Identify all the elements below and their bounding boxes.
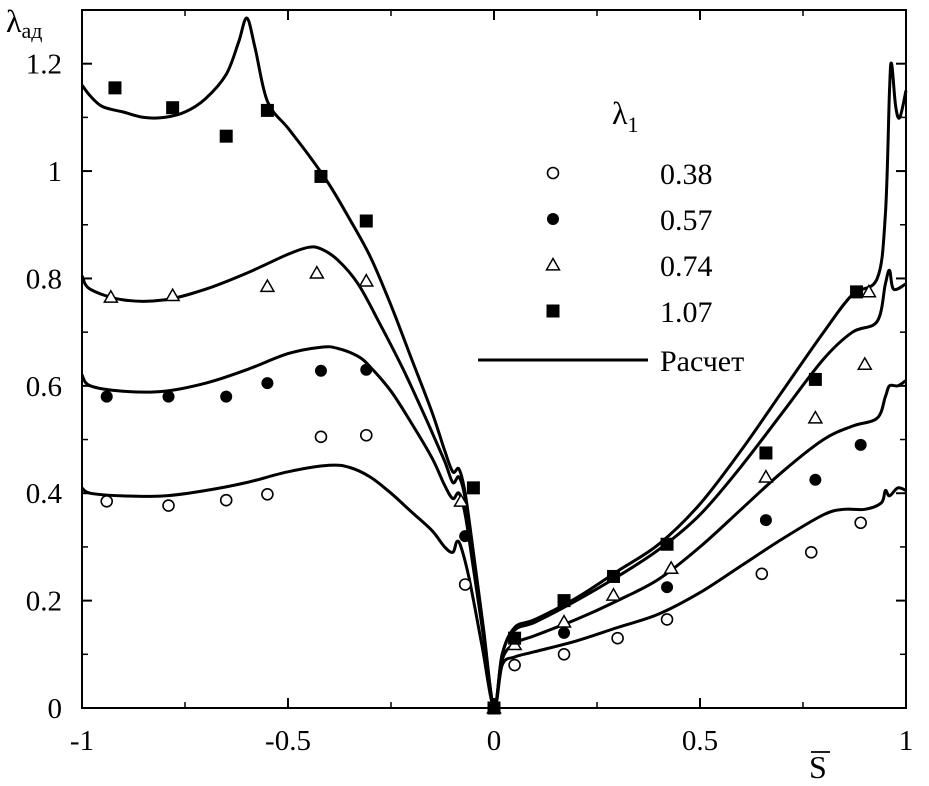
point-series-1-10 <box>557 648 571 661</box>
y-tick-label: 0.6 <box>26 371 62 403</box>
legend-label-1: 0.38 <box>660 158 713 191</box>
point-series-1-4 <box>261 488 274 501</box>
x-tick-label: 0.5 <box>682 725 718 757</box>
calculation-curve-4 <box>80 16 908 710</box>
calculation-curves <box>80 16 908 710</box>
legend-title: λ1 <box>612 95 639 137</box>
point-series-3-15 <box>861 283 877 298</box>
point-series-2-2 <box>162 390 175 403</box>
point-series-1-1 <box>100 494 114 508</box>
point-series-2-4 <box>261 377 274 390</box>
point-series-4-2 <box>166 101 180 115</box>
x-axis-label: S <box>809 749 830 785</box>
point-series-4-15 <box>850 285 864 299</box>
point-series-4-1 <box>108 81 122 95</box>
x-tick-label: -1 <box>70 725 94 757</box>
point-series-2-11 <box>661 581 674 594</box>
y-tick-label: 0 <box>48 693 63 725</box>
point-series-2-14 <box>854 438 867 451</box>
point-series-1-15 <box>854 516 867 530</box>
point-series-3-9 <box>556 614 572 628</box>
point-series-1-6 <box>359 428 373 442</box>
tick-labels: -1 -0.5 0 0.5 1 0 0.2 0.4 0.6 0.8 1 1.2 <box>26 49 914 757</box>
legend-marker-3 <box>545 256 561 271</box>
point-series-3-2 <box>164 287 181 302</box>
point-series-4-13 <box>759 446 773 460</box>
y-tick-label: 1 <box>48 156 63 188</box>
point-series-3-10 <box>605 587 622 601</box>
point-series-4-12 <box>660 537 674 551</box>
legend-label-calculation: Расчет <box>660 345 744 378</box>
point-series-3-6 <box>453 493 469 507</box>
point-series-4-6 <box>359 214 373 228</box>
point-series-1-3 <box>219 493 233 507</box>
point-series-3-3 <box>259 278 276 293</box>
data-markers <box>100 81 877 715</box>
legend-marker-1 <box>546 166 560 180</box>
point-series-1-12 <box>660 613 674 626</box>
point-series-2-6 <box>360 363 373 376</box>
point-series-2-7 <box>459 530 472 543</box>
point-series-2-10 <box>558 626 571 639</box>
point-series-4-4 <box>260 103 274 117</box>
x-tick-label: -0.5 <box>265 725 311 757</box>
legend-label-3: 0.74 <box>660 250 713 283</box>
point-series-2-3 <box>220 390 233 403</box>
axis-ticks <box>81 9 907 709</box>
y-tick-label: 0.4 <box>26 478 63 510</box>
point-series-3-5 <box>358 273 375 287</box>
point-series-3-4 <box>309 265 325 279</box>
calculation-curve-1 <box>80 463 907 710</box>
point-series-4-3 <box>219 129 233 143</box>
point-series-3-11 <box>663 560 679 575</box>
y-axis-label: λад <box>6 3 42 43</box>
point-series-4-10 <box>557 594 571 608</box>
x-tick-label: 0 <box>487 725 502 757</box>
point-series-2-12 <box>759 514 772 527</box>
point-series-2-13 <box>809 473 822 486</box>
point-series-1-5 <box>314 430 328 444</box>
point-series-2-1 <box>100 390 113 403</box>
legend-label-4: 1.07 <box>660 296 713 329</box>
legend-marker-2 <box>547 213 559 225</box>
point-series-3-13 <box>807 410 824 424</box>
legend-label-2: 0.57 <box>660 204 713 237</box>
point-series-4-7 <box>466 481 480 495</box>
calculation-curve-2 <box>80 345 907 710</box>
y-tick-label: 0.2 <box>26 586 62 618</box>
svg-text:S: S <box>809 749 827 785</box>
point-series-1-11 <box>611 631 624 645</box>
point-series-1-13 <box>755 567 769 581</box>
point-series-4-14 <box>808 372 822 386</box>
legend-marker-4 <box>546 304 560 318</box>
point-series-1-7 <box>458 578 472 591</box>
point-series-4-11 <box>606 569 620 583</box>
point-series-3-1 <box>103 289 119 303</box>
x-tick-label: 1 <box>899 725 914 757</box>
point-series-2-5 <box>314 364 327 377</box>
y-tick-label: 0.8 <box>26 263 62 295</box>
y-tick-label: 1.2 <box>26 49 62 81</box>
point-series-1-14 <box>804 545 818 559</box>
point-series-3-12 <box>758 469 774 483</box>
point-series-1-2 <box>162 499 175 512</box>
calculation-curve-3 <box>80 245 907 710</box>
legend: λ1 0.38 0.57 0.74 1.07 Расчет <box>478 95 744 378</box>
point-series-1-9 <box>508 658 521 672</box>
point-series-4-5 <box>314 169 328 183</box>
point-series-4-9 <box>508 631 522 645</box>
point-series-3-14 <box>857 356 873 370</box>
